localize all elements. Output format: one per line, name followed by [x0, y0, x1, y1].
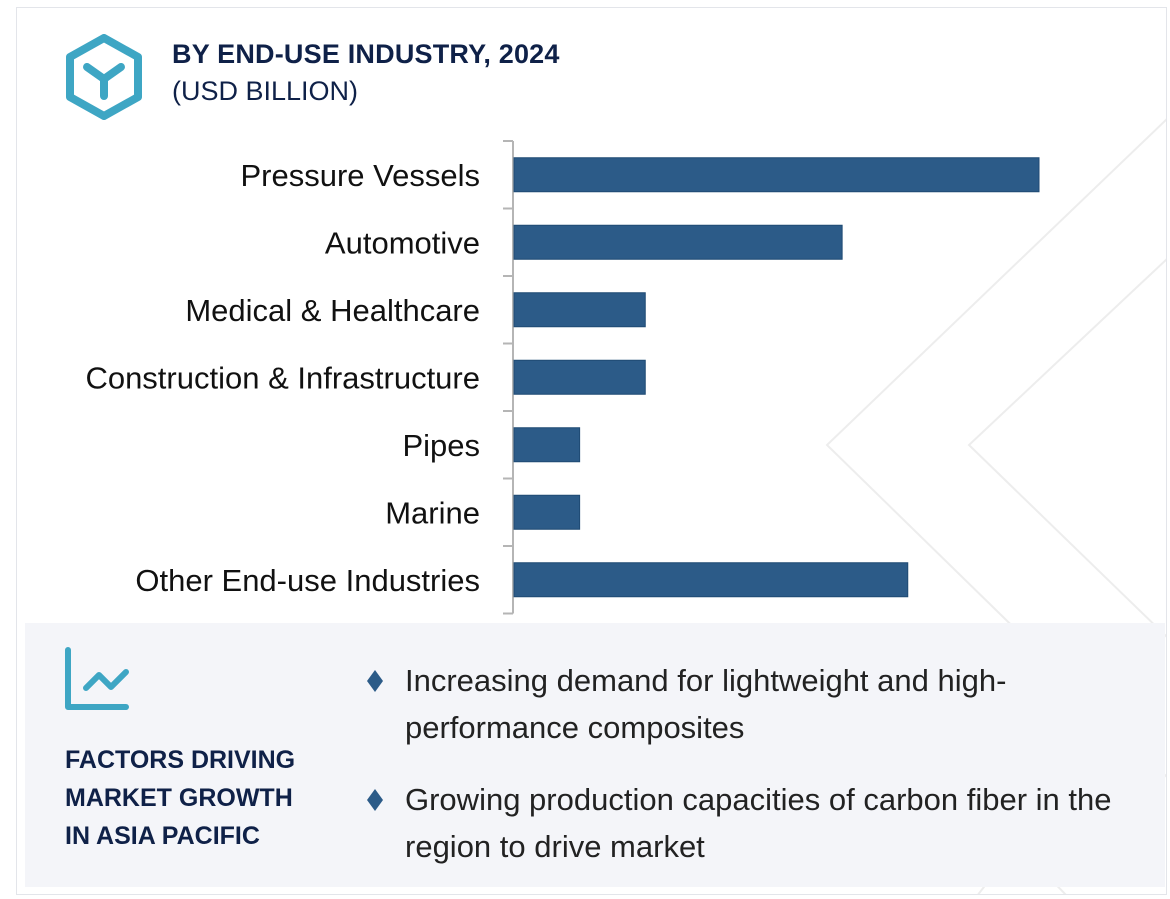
diamond-bullet-icon — [367, 789, 383, 811]
category-label: Marine — [385, 495, 480, 530]
trend-line-chart-icon — [65, 647, 129, 710]
chart-subtitle: (USD BILLION) — [172, 76, 359, 106]
bar — [513, 494, 581, 530]
factor-bullet: Growing production capacities of carbon … — [365, 776, 1145, 870]
factor-text: Growing production capacities of carbon … — [405, 782, 1112, 864]
category-label: Pipes — [402, 428, 480, 463]
bar-chart-svg: Pressure Vessels Automotive Medical & Heal… — [85, 140, 1040, 615]
chart-title: BY END-USE INDUSTRY, 2024 — [172, 39, 560, 69]
diamond-bullet-icon — [367, 670, 383, 692]
factors-title-line: IN ASIA PACIFIC — [65, 822, 260, 850]
bar — [513, 427, 581, 463]
bar — [513, 157, 1040, 193]
bar — [513, 562, 909, 598]
category-label: Construction & Infrastructure — [85, 360, 480, 395]
bar — [513, 359, 646, 395]
category-label: Medical & Healthcare — [185, 293, 480, 328]
factors-title-line: MARKET GROWTH — [65, 784, 293, 812]
growth-factors-panel: FACTORS DRIVING MARKET GROWTH IN ASIA PA… — [25, 623, 1165, 887]
category-label: Automotive — [325, 225, 480, 260]
factors-title: FACTORS DRIVING MARKET GROWTH IN ASIA PA… — [65, 741, 325, 855]
factor-bullet: Increasing demand for lightweight and hi… — [365, 657, 1145, 751]
hexagon-y-logo-icon — [66, 34, 142, 120]
factor-text: Increasing demand for lightweight and hi… — [405, 663, 1007, 745]
bar — [513, 224, 843, 260]
bar — [513, 292, 646, 328]
category-label: Pressure Vessels — [241, 158, 481, 193]
infographic-card: BY END-USE INDUSTRY, 2024 (USD BILLION) … — [16, 7, 1167, 895]
category-label: Other End-use Industries — [135, 563, 480, 598]
factors-bullet-list: Increasing demand for lightweight and hi… — [365, 657, 1145, 894]
factors-title-line: FACTORS DRIVING — [65, 746, 296, 774]
bar-chart: Pressure Vessels Automotive Medical & Heal… — [17, 138, 1166, 618]
